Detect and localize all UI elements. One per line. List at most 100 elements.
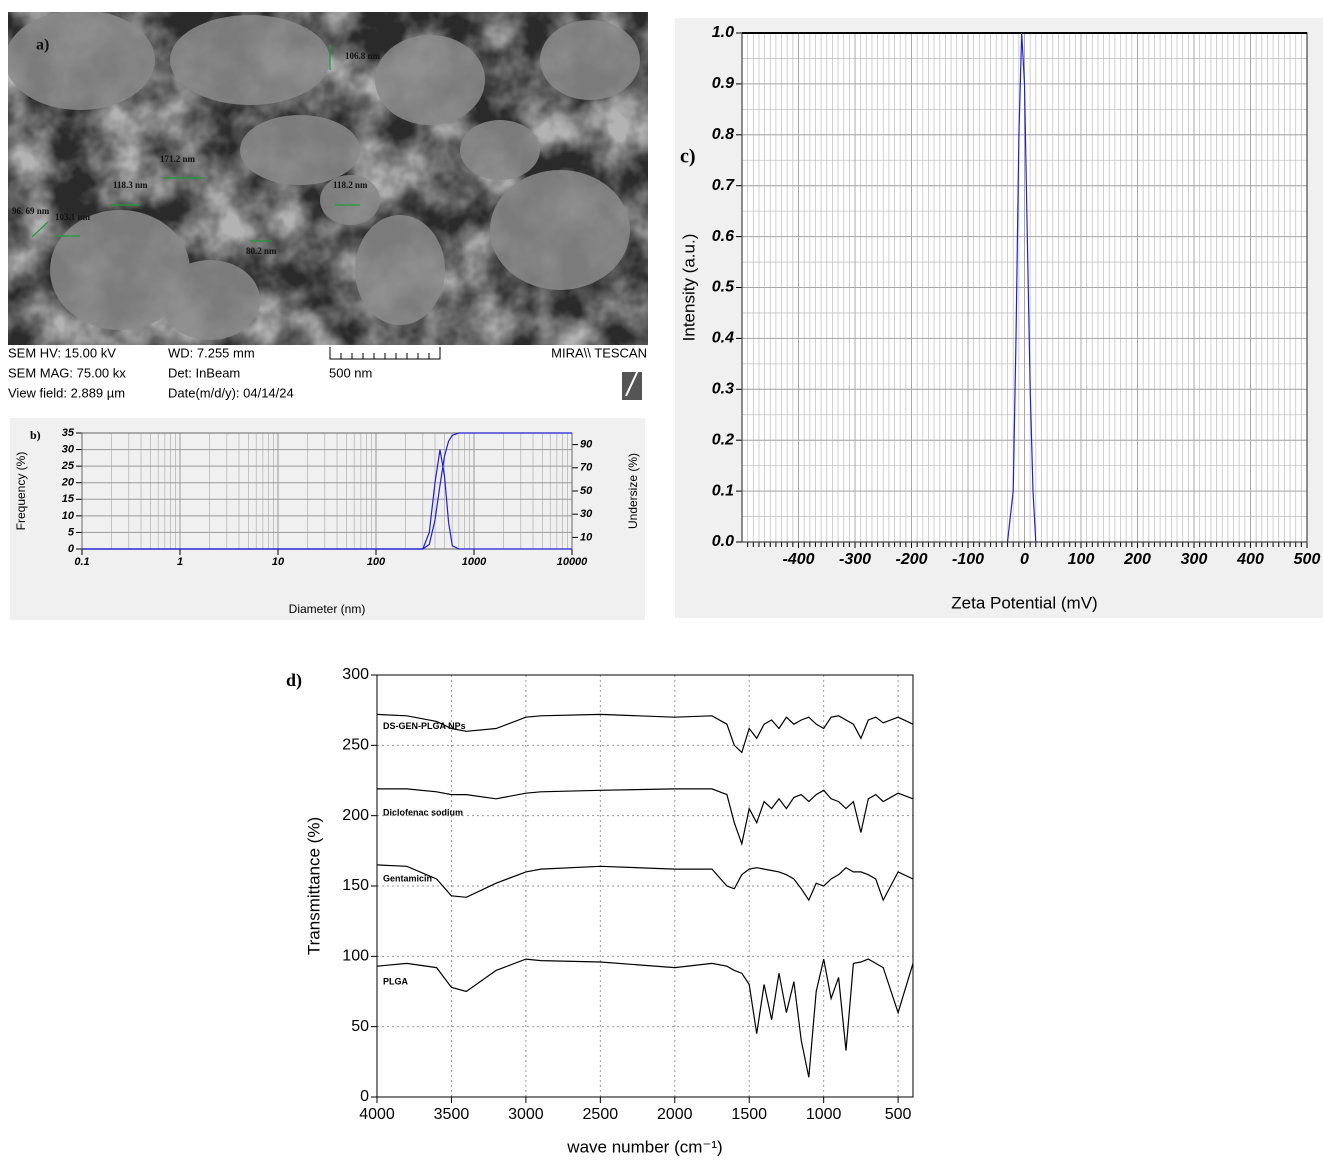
- y-tick-label: 0.9: [712, 75, 734, 92]
- info: Det: InBeam: [168, 365, 240, 380]
- measurements: 106.8 nm 171.2 nm 118.3 nm 118.2 nm 96. …: [12, 51, 381, 256]
- x-tick-label: 400: [1236, 551, 1264, 568]
- y-tick-label: 150: [342, 877, 369, 894]
- y-axis-label: Transmittance (%): [304, 817, 323, 955]
- series-label: Gentamicin: [383, 873, 432, 883]
- y-tick-label: 20: [61, 477, 75, 489]
- y-tick-label: 200: [342, 807, 369, 824]
- x-tick-label: 0.1: [74, 556, 89, 568]
- panel-label: b): [30, 428, 41, 442]
- y-tick-label: 25: [61, 460, 75, 472]
- measurement: 171.2 nm: [160, 154, 196, 164]
- x-tick-label: 2000: [657, 1106, 693, 1123]
- x-tick-label: 2500: [583, 1106, 619, 1123]
- y-tick-label: 30: [62, 443, 75, 455]
- y2-tick-label: 30: [580, 508, 593, 520]
- y-tick-label: 0: [360, 1088, 369, 1105]
- x-tick-label: -100: [952, 551, 984, 568]
- x-tick-label: -200: [895, 551, 927, 568]
- x-tick-label: -300: [839, 551, 871, 568]
- x-tick-label: -400: [782, 551, 814, 568]
- sem-info: SEM HV: 15.00 kV WD: 7.255 mm SEM MAG: 7…: [8, 345, 647, 400]
- y-tick-label: 0.0: [712, 533, 734, 550]
- x-axis-label: Diameter (nm): [289, 602, 366, 616]
- y2-tick-label: 10: [580, 531, 593, 543]
- y-tick-label: 0.4: [712, 330, 734, 347]
- x-tick-label: 4000: [359, 1106, 395, 1123]
- y-tick-label: 250: [342, 737, 369, 754]
- y-tick-label: 35: [62, 427, 75, 439]
- x-tick-label: 100: [367, 556, 386, 568]
- y-tick-label: 1.0: [712, 24, 734, 41]
- info: 500 nm: [329, 365, 372, 380]
- y-tick-label: 0.8: [712, 126, 734, 143]
- series-label: Diclofenac sodium: [383, 807, 463, 817]
- info: Date(m/d/y): 04/14/24: [168, 385, 294, 400]
- info: MIRA\\ TESCAN: [551, 345, 647, 360]
- y-tick-label: 0.3: [712, 381, 734, 398]
- series-line: [82, 432, 572, 550]
- measurement: 118.2 nm: [333, 180, 368, 190]
- x-tick-label: 10: [272, 556, 285, 568]
- panel-label: a): [36, 37, 49, 54]
- series-line: [377, 788, 914, 847]
- x-tick-label: 1000: [806, 1106, 842, 1123]
- x-tick-label: 1000: [462, 556, 487, 568]
- info: WD: 7.255 mm: [168, 345, 255, 360]
- scale-bar: [329, 347, 441, 360]
- x-tick-label: 0: [1020, 551, 1029, 568]
- series-line: [376, 958, 914, 1078]
- x-tick-label: 500: [1294, 551, 1321, 568]
- y-axis-label: Intensity (a.u.): [679, 234, 698, 342]
- y2-tick-label: 70: [580, 462, 593, 474]
- measurement: 106.8 nm: [345, 51, 381, 61]
- series-label: DS-GEN-PLGA NPs: [383, 721, 466, 731]
- series-line: [376, 864, 914, 902]
- y-tick-label: 50: [351, 1018, 369, 1035]
- series-label: PLGA: [383, 977, 409, 987]
- measurement: 103.1 nm: [55, 212, 91, 222]
- x-tick-label: 500: [885, 1106, 912, 1123]
- x-tick-label: 3000: [508, 1106, 544, 1123]
- series-line: [1006, 32, 1037, 543]
- y2-axis-label: Undersize (%): [626, 453, 640, 529]
- info: SEM HV: 15.00 kV: [8, 345, 116, 360]
- plot-frame: [376, 674, 914, 1098]
- info: SEM MAG: 75.00 kx: [8, 365, 126, 380]
- x-axis-label: wave number (cm⁻¹): [566, 1137, 722, 1156]
- x-tick-label: 100: [1068, 551, 1095, 568]
- y-tick-label: 0: [68, 543, 75, 555]
- y-tick-label: 10: [62, 510, 75, 522]
- y2-tick-label: 50: [580, 485, 593, 497]
- panel-bg: [10, 418, 645, 620]
- x-tick-label: 1: [177, 556, 183, 568]
- y-tick-label: 5: [68, 526, 75, 538]
- x-tick-label: 10000: [557, 556, 588, 568]
- sem-image: [8, 12, 648, 345]
- panel-label: c): [680, 146, 696, 168]
- x-tick-label: 200: [1123, 551, 1151, 568]
- y2-tick-label: 90: [580, 439, 593, 451]
- series-line: [376, 713, 914, 754]
- y-tick-label: 0.6: [712, 228, 734, 245]
- x-tick-label: 3500: [434, 1106, 470, 1123]
- y-tick-label: 300: [342, 666, 369, 683]
- measurement: 80.2 nm: [246, 246, 277, 256]
- y-tick-label: 0.5: [712, 279, 735, 296]
- y-axis-label: Frequency (%): [14, 452, 28, 531]
- y-tick-label: 0.1: [712, 482, 734, 499]
- x-axis-label: Zeta Potential (mV): [951, 593, 1097, 612]
- panel-label: d): [286, 670, 302, 691]
- x-tick-label: 300: [1181, 551, 1208, 568]
- measurement: 118.3 nm: [113, 180, 148, 190]
- y-tick-label: 15: [62, 493, 75, 505]
- logo: [622, 372, 642, 400]
- logo: [625, 365, 641, 397]
- info: View field: 2.889 µm: [8, 385, 125, 400]
- x-tick-label: 1500: [731, 1106, 767, 1123]
- y-tick-label: 0.7: [712, 177, 735, 194]
- y-tick-label: 0.2: [712, 431, 734, 448]
- y-tick-label: 100: [342, 948, 369, 965]
- measurement: 96. 69 nm: [12, 206, 50, 216]
